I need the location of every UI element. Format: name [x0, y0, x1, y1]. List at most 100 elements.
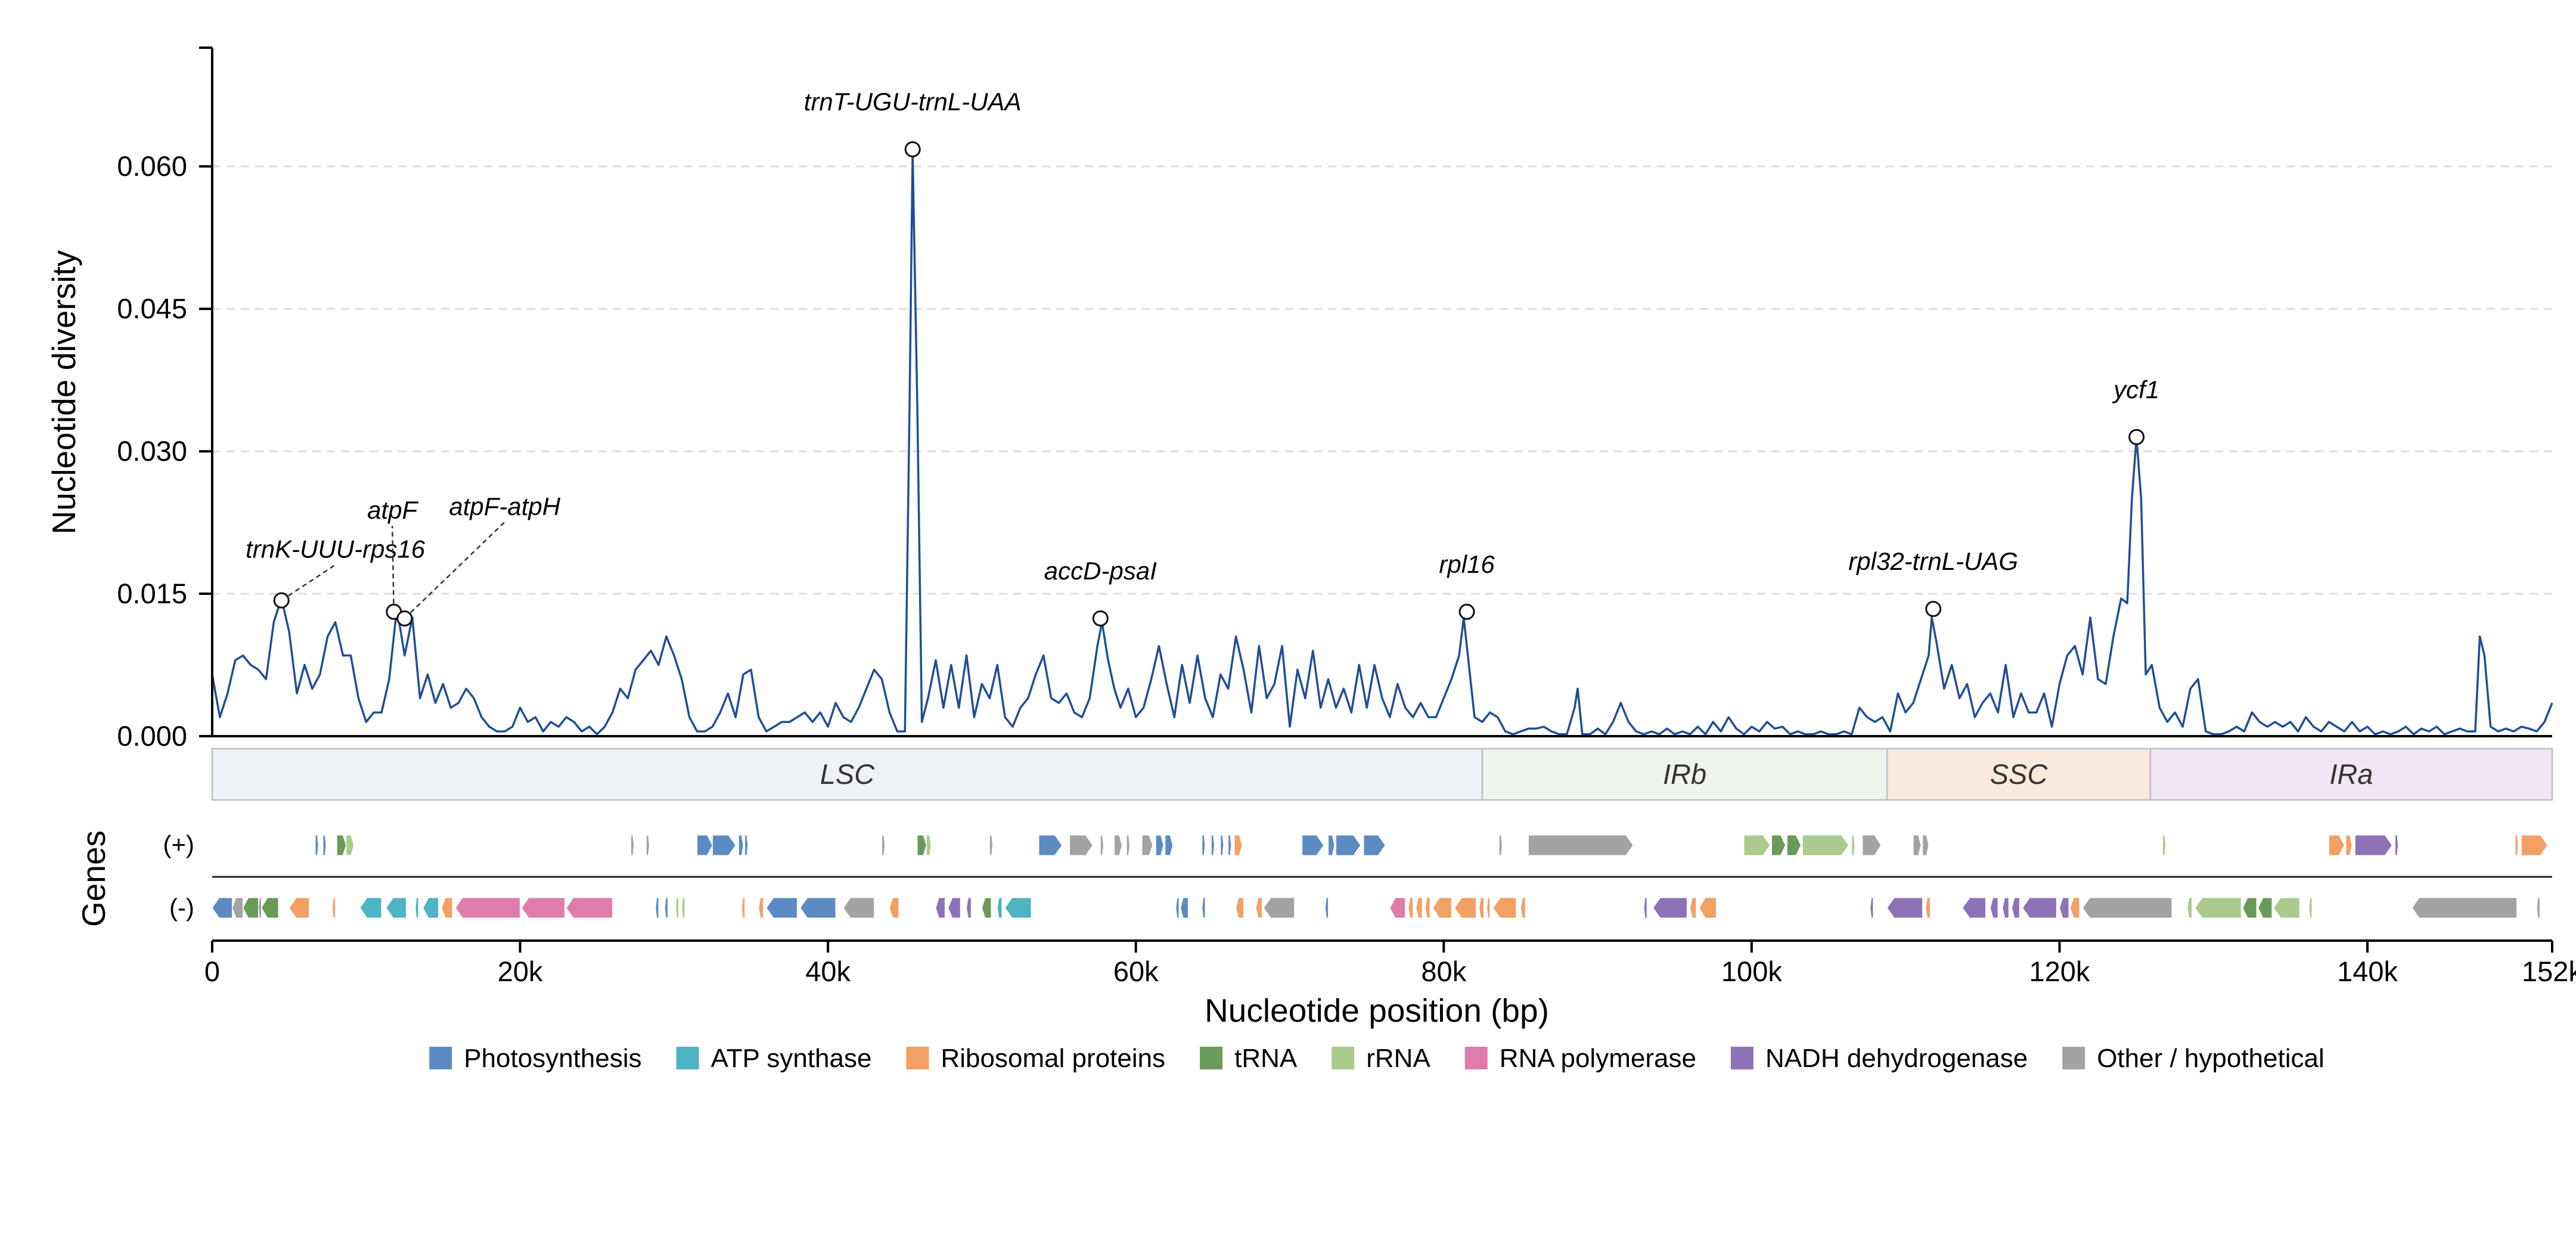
gene-block	[1925, 897, 1931, 919]
gene-block	[800, 897, 836, 919]
legend-entry-label: tRNA	[1234, 1044, 1298, 1073]
gene-block	[1114, 835, 1123, 856]
peak-label: rpl16	[1439, 550, 1495, 578]
x-tick-label: 80k	[1421, 956, 1466, 987]
gene-block	[1990, 897, 1998, 919]
gene-block	[1886, 897, 1923, 919]
peak-label: trnK-UUU-rps16	[246, 535, 426, 563]
y-tick-label: 0.045	[117, 293, 187, 324]
peak-marker	[1458, 603, 1475, 620]
peak-marker	[2128, 429, 2145, 445]
gene-block	[1922, 835, 1929, 856]
gene-block	[2002, 897, 2009, 919]
peak-marker	[273, 592, 290, 609]
gene-block	[1328, 835, 1335, 856]
x-tick-label: 152k	[2522, 956, 2576, 987]
x-tick-label: 60k	[1113, 956, 1159, 987]
x-tick-label: 120k	[2029, 956, 2090, 987]
gene-block	[1302, 835, 1324, 856]
gene-block	[315, 835, 319, 856]
gene-block	[455, 897, 521, 919]
region-ssc	[1886, 748, 2152, 801]
plus-strand-label: (+)	[163, 830, 195, 858]
legend-swatch-rrna	[1332, 1047, 1355, 1069]
gene-block	[1180, 897, 1189, 919]
legend-swatch-other	[2062, 1047, 2085, 1069]
legend-swatch-nadh	[1730, 1047, 1753, 1069]
gene-block	[521, 897, 565, 919]
gene-block	[1263, 897, 1295, 919]
gene-block	[261, 897, 279, 919]
gene-block	[1336, 835, 1361, 856]
gene-block	[1913, 835, 1922, 856]
gene-block	[2354, 835, 2392, 856]
peak-label: atpF-atpH	[449, 492, 560, 520]
gene-block	[322, 835, 327, 856]
gene-block	[359, 897, 382, 919]
region-ira	[2149, 748, 2553, 801]
legend-entry-label: Other / hypothetical	[2097, 1044, 2324, 1073]
gene-block	[441, 897, 453, 919]
peak-label: atpF	[367, 496, 418, 524]
legend-entry-label: NADH dehydrogenase	[1765, 1044, 2028, 1073]
legend-entry-label: RNA polymerase	[1500, 1044, 1696, 1073]
gene-block	[2258, 897, 2273, 919]
gene-block	[1408, 897, 1414, 919]
gene-block	[415, 897, 419, 919]
peak-label: rpl32-trnL-UAG	[1848, 547, 2018, 575]
gene-block	[423, 897, 439, 919]
legend-entry-label: ATP synthase	[711, 1044, 872, 1073]
minus-strand-label: (-)	[169, 894, 194, 922]
gene-block	[655, 897, 659, 919]
gene-block	[1236, 897, 1244, 919]
gene-block	[2162, 835, 2167, 856]
peak-leader-line	[391, 526, 395, 612]
gene-block	[2536, 897, 2540, 919]
gene-block	[1069, 835, 1094, 856]
gene-block	[2082, 897, 2172, 919]
gene-block	[1234, 835, 1243, 856]
gene-block	[2515, 835, 2519, 856]
gene-block	[1255, 897, 1263, 919]
gene-block	[948, 897, 961, 919]
gene-block	[2059, 897, 2069, 919]
gene-block	[1324, 897, 1329, 919]
legend-entry-label: rRNA	[1366, 1044, 1430, 1073]
gene-block	[926, 835, 932, 856]
gene-block	[1851, 835, 1855, 856]
gene-block	[766, 897, 797, 919]
peak-marker	[904, 141, 921, 157]
gene-block	[1479, 897, 1484, 919]
gene-block	[2328, 835, 2345, 856]
gene-block	[2411, 897, 2518, 919]
gene-block	[1416, 897, 1423, 919]
x-tick-label: 20k	[498, 956, 543, 987]
gene-block	[889, 897, 899, 919]
gene-block	[2022, 897, 2057, 919]
gene-block	[981, 897, 992, 919]
gene-block	[935, 897, 945, 919]
gene-block	[966, 897, 972, 919]
gene-block	[744, 835, 749, 856]
x-tick-label: 40k	[805, 956, 851, 987]
legend-swatch-rnap	[1464, 1047, 1488, 1069]
gene-block	[336, 835, 347, 856]
gene-block	[1141, 835, 1153, 856]
y-tick-label: 0.000	[117, 720, 187, 752]
gene-block	[243, 897, 259, 919]
gene-block	[738, 835, 744, 856]
gene-block	[331, 897, 336, 919]
gene-block	[2011, 897, 2020, 919]
gene-block	[1228, 835, 1232, 856]
gene-block	[741, 897, 746, 919]
gene-block	[1528, 835, 1634, 856]
gene-block	[2308, 897, 2313, 919]
gene-block	[1175, 897, 1180, 919]
gridlines	[212, 165, 2552, 595]
gene-block	[257, 897, 262, 919]
diversity-line-plot	[211, 151, 2553, 736]
gene-block	[681, 897, 685, 919]
region-irb	[1481, 748, 1888, 801]
peak-marker	[396, 610, 413, 626]
